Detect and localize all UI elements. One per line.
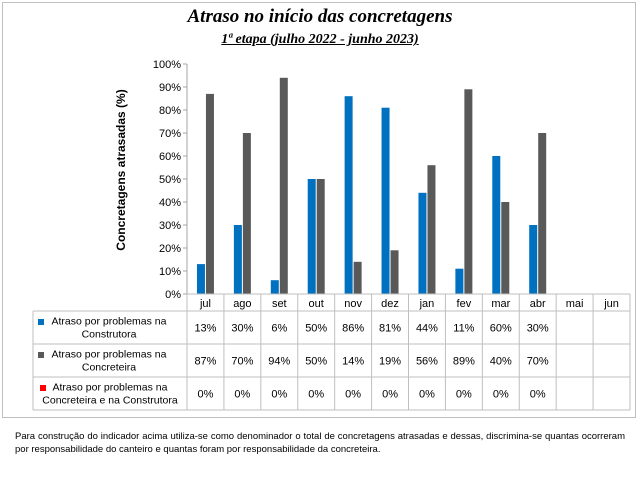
bar-construtora bbox=[529, 225, 538, 294]
data-label: 70% bbox=[231, 356, 253, 368]
bar-construtora bbox=[418, 192, 427, 294]
data-label: 56% bbox=[416, 356, 438, 368]
bar-concreteira bbox=[242, 133, 251, 294]
data-label: 0% bbox=[530, 389, 546, 401]
data-label: 86% bbox=[342, 323, 364, 335]
data-label: 14% bbox=[342, 356, 364, 368]
bar-concreteira bbox=[427, 165, 436, 294]
bar-concreteira bbox=[501, 202, 510, 294]
data-label: 30% bbox=[231, 323, 253, 335]
y-tick-label: 60% bbox=[159, 151, 181, 163]
y-tick-label: 90% bbox=[159, 82, 181, 94]
data-label: 70% bbox=[527, 356, 549, 368]
bar-construtora bbox=[455, 268, 464, 294]
legend-key bbox=[38, 352, 44, 358]
data-label: 50% bbox=[305, 356, 327, 368]
data-label: 6% bbox=[271, 323, 287, 335]
y-tick-label: 30% bbox=[159, 220, 181, 232]
data-label: 30% bbox=[527, 323, 549, 335]
footnote: Para construção do indicador acima utili… bbox=[15, 431, 625, 455]
data-label: 0% bbox=[271, 389, 287, 401]
bar-concreteira bbox=[353, 261, 362, 294]
y-tick-label: 40% bbox=[159, 197, 181, 209]
data-label: 50% bbox=[305, 323, 327, 335]
bar-concreteira bbox=[538, 133, 547, 294]
bar-concreteira bbox=[390, 250, 399, 294]
bar-construtora bbox=[233, 225, 242, 294]
data-label: 0% bbox=[419, 389, 435, 401]
x-tick-label: out bbox=[309, 298, 324, 310]
chart-frame bbox=[2, 2, 636, 418]
bar-chart: 0% 10% 20% 30% 40% 50% 60% 70% 80% 90% 100% jul ago s… bbox=[32, 59, 631, 411]
x-tick-label: abr bbox=[530, 298, 546, 310]
data-label: 11% bbox=[453, 323, 474, 335]
data-label: 0% bbox=[382, 389, 398, 401]
data-label: 0% bbox=[308, 389, 324, 401]
data-label: 0% bbox=[198, 389, 214, 401]
y-tick-label: 70% bbox=[159, 128, 181, 140]
data-label: 87% bbox=[194, 356, 216, 368]
legend-entry: Atraso por problemas na Concreteira bbox=[52, 349, 167, 374]
x-tick-label: jul bbox=[199, 298, 211, 310]
x-tick-label: nov bbox=[344, 298, 362, 310]
bar-concreteira bbox=[464, 89, 473, 294]
x-tick-label: jan bbox=[419, 298, 435, 310]
data-label: 19% bbox=[379, 356, 401, 368]
y-tick-label: 50% bbox=[159, 174, 181, 186]
bar-concreteira bbox=[316, 179, 325, 294]
bar-construtora bbox=[492, 156, 501, 294]
x-tick-label: fev bbox=[457, 298, 472, 310]
data-label: 44% bbox=[416, 323, 438, 335]
y-tick-label: 80% bbox=[159, 105, 181, 117]
data-label: 0% bbox=[234, 389, 250, 401]
y-tick-label: 10% bbox=[159, 266, 181, 278]
y-tick-label: 0% bbox=[165, 289, 181, 301]
data-label: 0% bbox=[493, 389, 509, 401]
chart-subtitle: 1ª etapa (julho 2022 - junho 2023) bbox=[221, 32, 419, 47]
bar-construtora bbox=[381, 107, 390, 294]
legend-entry: Atraso por problemas na Construtora bbox=[52, 316, 167, 341]
data-label: 13% bbox=[194, 323, 216, 335]
data-label: 89% bbox=[453, 356, 475, 368]
data-label: 81% bbox=[379, 323, 401, 335]
bar-construtora bbox=[307, 179, 316, 294]
y-tick-label: 20% bbox=[159, 243, 181, 255]
x-tick-label: mar bbox=[491, 298, 510, 310]
x-tick-label: jun bbox=[603, 298, 619, 310]
legend-entry: Atraso por problemas na Concreteira e na … bbox=[42, 382, 178, 407]
bar-construtora bbox=[196, 264, 205, 294]
chart-title: Atraso no início das concretagens bbox=[187, 6, 453, 27]
x-tick-label: dez bbox=[381, 298, 399, 310]
bar-construtora bbox=[270, 280, 279, 294]
legend-key bbox=[40, 385, 46, 391]
data-label: 60% bbox=[490, 323, 512, 335]
y-tick-label: 100% bbox=[153, 59, 181, 71]
bar-concreteira bbox=[279, 77, 288, 294]
data-label: 40% bbox=[490, 356, 512, 368]
legend-key bbox=[38, 319, 44, 325]
data-label: 0% bbox=[345, 389, 361, 401]
x-tick-label: mai bbox=[566, 298, 584, 310]
x-tick-label: set bbox=[272, 298, 287, 310]
bar-concreteira bbox=[205, 93, 214, 295]
x-tick-label: ago bbox=[233, 298, 251, 310]
data-label: 0% bbox=[456, 389, 472, 401]
bar-construtora bbox=[344, 96, 353, 294]
data-label: 94% bbox=[268, 356, 290, 368]
